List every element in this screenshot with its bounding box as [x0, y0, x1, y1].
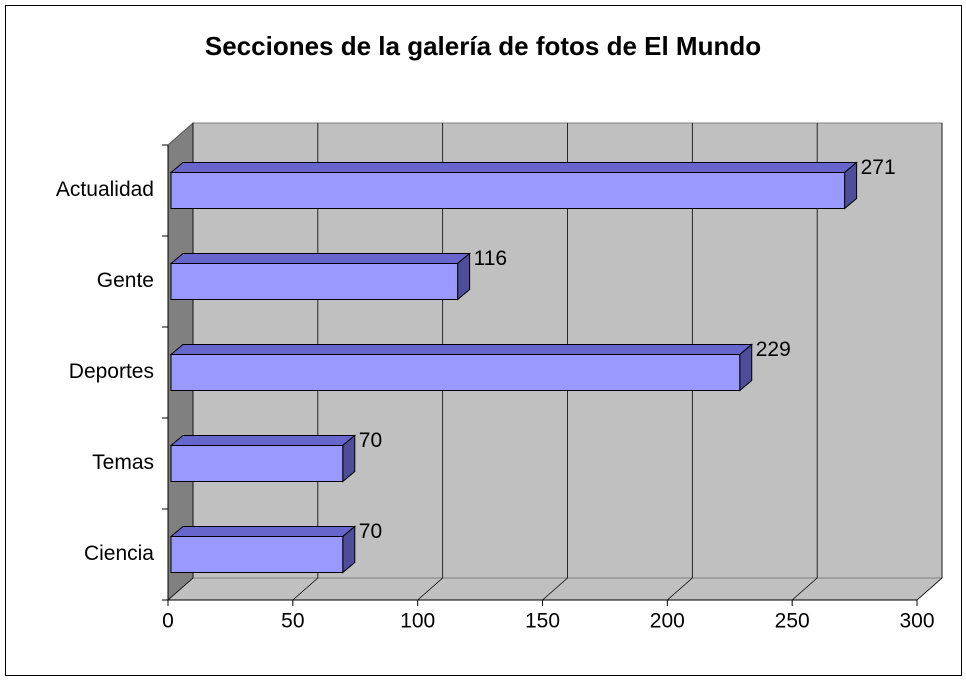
x-tick-label: 100 [400, 610, 435, 633]
chart-title: Secciones de la galería de fotos de El M… [205, 31, 761, 61]
x-tick-label: 300 [899, 610, 934, 633]
grid-line [667, 577, 693, 601]
x-tick-label: 50 [281, 610, 304, 633]
value-label: 70 [359, 429, 382, 452]
bar-front [170, 536, 344, 573]
value-label: 271 [861, 156, 896, 179]
y-tick-label: Gente [97, 269, 154, 292]
bar-top [169, 344, 754, 355]
y-tick-label: Actualidad [56, 178, 154, 201]
x-tick-label: 250 [775, 610, 810, 633]
grid-line [916, 577, 943, 601]
bar-front [170, 263, 459, 300]
bar-front [170, 172, 846, 209]
bars: 271 116 229 70 70 [169, 156, 896, 574]
bar-top [169, 162, 858, 173]
y-tick-label: Deportes [69, 360, 154, 383]
bar-front [170, 354, 741, 391]
grid-line [542, 577, 568, 601]
grid-line [417, 577, 443, 601]
y-tick-label: Temas [92, 451, 154, 474]
bar-front [170, 445, 344, 482]
bar [169, 434, 357, 483]
value-label: 116 [474, 247, 507, 270]
y-tick-label: Ciencia [84, 542, 154, 565]
grid-line [167, 577, 194, 601]
value-label: 70 [359, 520, 382, 543]
value-label: 229 [756, 338, 791, 361]
x-tick-label: 0 [162, 610, 174, 633]
bar [169, 343, 754, 392]
grid-line [791, 577, 818, 601]
bar [169, 252, 471, 301]
bar-top [169, 526, 357, 537]
bar-top [169, 435, 357, 446]
bar [169, 161, 858, 210]
x-tick-label: 150 [525, 610, 560, 633]
x-tick-label: 200 [650, 610, 685, 633]
grid-line [292, 577, 319, 601]
bar-top [169, 253, 471, 264]
bar [169, 525, 357, 574]
